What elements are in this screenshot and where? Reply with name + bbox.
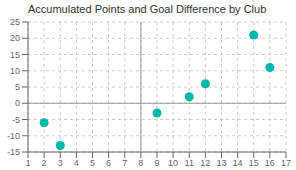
svg-text:8: 8 bbox=[138, 158, 143, 168]
svg-text:11: 11 bbox=[185, 158, 194, 168]
svg-text:2: 2 bbox=[42, 158, 47, 168]
svg-text:3: 3 bbox=[58, 158, 63, 168]
svg-text:14: 14 bbox=[233, 158, 243, 168]
svg-text:9: 9 bbox=[154, 158, 159, 168]
svg-text:0: 0 bbox=[15, 98, 20, 108]
svg-text:25: 25 bbox=[10, 18, 20, 27]
svg-text:12: 12 bbox=[200, 158, 210, 168]
svg-text:1: 1 bbox=[25, 158, 30, 168]
svg-text:7: 7 bbox=[122, 158, 127, 168]
svg-text:5: 5 bbox=[15, 82, 20, 92]
svg-text:-15: -15 bbox=[8, 147, 20, 157]
svg-text:10: 10 bbox=[168, 158, 178, 168]
svg-text:-5: -5 bbox=[12, 115, 20, 125]
svg-text:20: 20 bbox=[10, 33, 20, 43]
svg-text:6: 6 bbox=[106, 158, 111, 168]
svg-text:16: 16 bbox=[265, 158, 275, 168]
html-text:Accumulated Points and Goal Di: Accumulated Points and Goal Difference b… bbox=[28, 3, 267, 15]
svg-text:-10: -10 bbox=[8, 131, 20, 141]
svg-text:4: 4 bbox=[74, 158, 79, 168]
svg-text:15: 15 bbox=[10, 50, 20, 60]
svg-text:17: 17 bbox=[281, 158, 288, 168]
svg-text:10: 10 bbox=[10, 66, 20, 76]
svg-text:15: 15 bbox=[249, 158, 259, 168]
svg-text:5: 5 bbox=[90, 158, 95, 168]
svg-text:13: 13 bbox=[216, 158, 226, 168]
